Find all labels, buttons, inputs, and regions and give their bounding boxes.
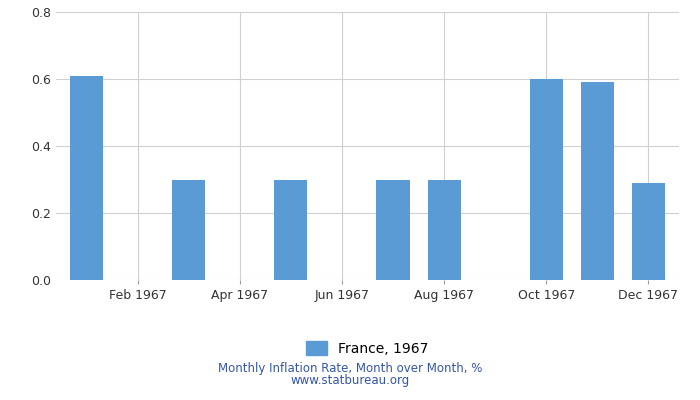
Bar [172,180,205,280]
Bar [428,180,461,280]
Text: Monthly Inflation Rate, Month over Month, %: Monthly Inflation Rate, Month over Month… [218,362,482,375]
Bar [530,79,563,280]
Text: www.statbureau.org: www.statbureau.org [290,374,410,387]
Legend: France, 1967: France, 1967 [301,336,434,362]
Bar [581,82,614,280]
Bar [377,180,410,280]
Bar [274,180,307,280]
Bar [632,183,665,280]
Bar [70,76,103,280]
